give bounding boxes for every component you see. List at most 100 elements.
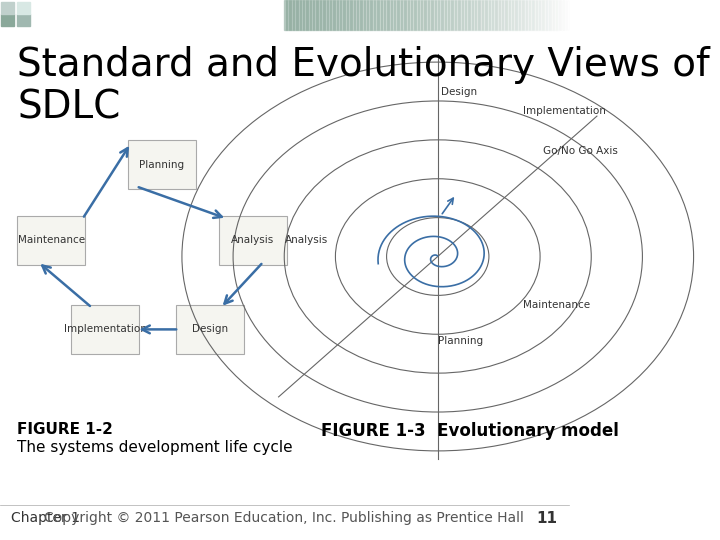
Bar: [550, 0, 552, 30]
Bar: [317, 0, 318, 30]
Bar: [286, 0, 287, 30]
Bar: [513, 0, 515, 30]
Bar: [562, 0, 563, 30]
Bar: [410, 0, 412, 30]
Bar: [378, 0, 379, 30]
FancyBboxPatch shape: [17, 216, 85, 265]
Bar: [327, 0, 328, 30]
Text: FIGURE 1-2: FIGURE 1-2: [17, 422, 113, 437]
Bar: [418, 0, 419, 30]
Bar: [486, 0, 487, 30]
Bar: [362, 0, 364, 30]
Bar: [431, 0, 432, 30]
Bar: [321, 0, 323, 30]
Bar: [401, 0, 402, 30]
Text: Design: Design: [192, 325, 228, 334]
Text: Design: Design: [441, 87, 477, 97]
Bar: [527, 0, 528, 30]
Bar: [359, 0, 361, 30]
Bar: [314, 0, 315, 30]
Bar: [489, 0, 490, 30]
Bar: [452, 0, 454, 30]
Bar: [492, 0, 493, 30]
Bar: [530, 0, 531, 30]
Bar: [536, 0, 537, 30]
Bar: [343, 0, 344, 30]
Bar: [554, 0, 556, 30]
Text: 11: 11: [536, 511, 557, 526]
Text: Planning: Planning: [438, 336, 483, 346]
Bar: [487, 0, 489, 30]
Bar: [404, 0, 405, 30]
Bar: [531, 0, 533, 30]
Bar: [320, 0, 321, 30]
Bar: [464, 0, 466, 30]
Bar: [323, 0, 324, 30]
Bar: [408, 0, 410, 30]
Bar: [398, 0, 400, 30]
Bar: [350, 0, 351, 30]
Bar: [397, 0, 398, 30]
Bar: [439, 0, 441, 30]
Bar: [354, 0, 355, 30]
FancyBboxPatch shape: [219, 216, 287, 265]
Bar: [374, 0, 375, 30]
Bar: [422, 0, 423, 30]
Bar: [400, 0, 401, 30]
Bar: [467, 0, 469, 30]
Bar: [490, 0, 492, 30]
Bar: [483, 0, 485, 30]
Bar: [385, 0, 387, 30]
Text: Implementation: Implementation: [523, 106, 606, 116]
Bar: [567, 0, 569, 30]
Bar: [537, 0, 539, 30]
Bar: [375, 0, 377, 30]
FancyBboxPatch shape: [128, 140, 196, 189]
Text: Copyright © 2011 Pearson Education, Inc. Publishing as Prentice Hall: Copyright © 2011 Pearson Education, Inc.…: [45, 511, 524, 525]
Bar: [470, 0, 472, 30]
Bar: [496, 0, 498, 30]
Bar: [444, 0, 445, 30]
Bar: [505, 0, 506, 30]
Bar: [1, 14, 14, 26]
Bar: [336, 0, 337, 30]
Bar: [340, 0, 341, 30]
Bar: [394, 0, 395, 30]
Bar: [405, 0, 407, 30]
Bar: [356, 0, 358, 30]
Bar: [328, 0, 330, 30]
Bar: [512, 0, 513, 30]
Bar: [304, 0, 305, 30]
Bar: [441, 0, 442, 30]
Bar: [287, 0, 289, 30]
Bar: [543, 0, 544, 30]
Bar: [449, 0, 451, 30]
Bar: [347, 0, 348, 30]
Text: Implementation: Implementation: [64, 325, 147, 334]
Bar: [315, 0, 317, 30]
Bar: [429, 0, 431, 30]
Bar: [364, 0, 365, 30]
Bar: [509, 0, 510, 30]
Bar: [305, 0, 307, 30]
FancyBboxPatch shape: [71, 305, 139, 354]
Bar: [301, 0, 302, 30]
Bar: [458, 0, 459, 30]
Bar: [365, 0, 366, 30]
Bar: [547, 0, 549, 30]
Bar: [17, 14, 30, 26]
Bar: [423, 0, 425, 30]
Bar: [563, 0, 564, 30]
Bar: [524, 0, 526, 30]
Bar: [534, 0, 536, 30]
Bar: [348, 0, 350, 30]
Bar: [290, 0, 292, 30]
Bar: [420, 0, 422, 30]
Bar: [495, 0, 496, 30]
Bar: [351, 0, 353, 30]
FancyBboxPatch shape: [176, 305, 245, 354]
Bar: [419, 0, 420, 30]
Bar: [556, 0, 557, 30]
Bar: [552, 0, 553, 30]
Bar: [358, 0, 359, 30]
